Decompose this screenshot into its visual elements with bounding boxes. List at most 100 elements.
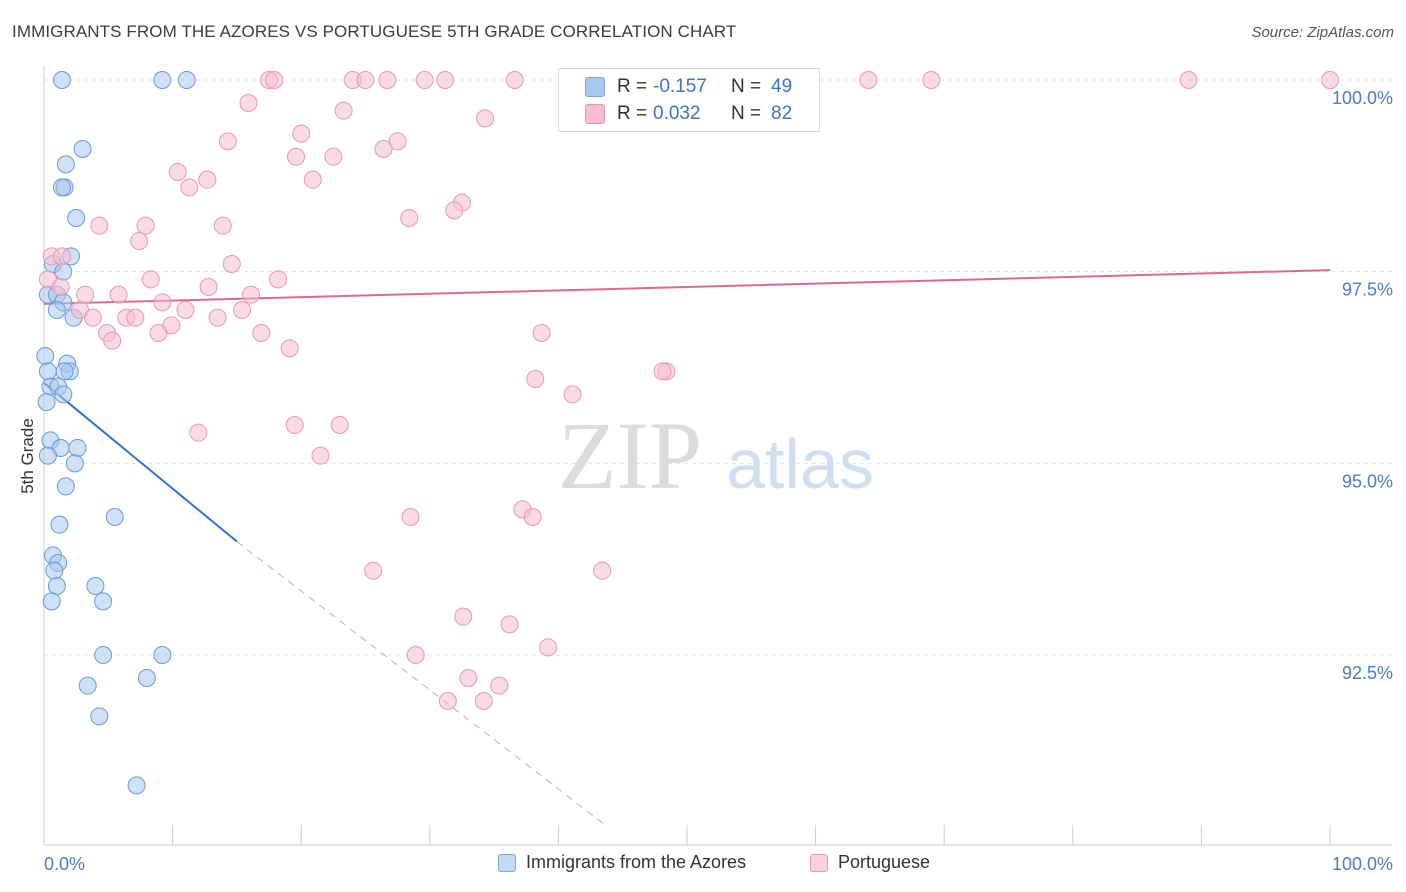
portuguese-point[interactable] bbox=[330, 416, 349, 434]
portuguese-point[interactable] bbox=[490, 676, 509, 695]
portuguese-point[interactable] bbox=[334, 101, 353, 120]
portuguese-point[interactable] bbox=[189, 423, 208, 442]
portuguese-point[interactable] bbox=[311, 446, 330, 465]
series-legend-portuguese[interactable]: Portuguese bbox=[810, 852, 930, 873]
portuguese-point[interactable] bbox=[213, 216, 232, 235]
portuguese-point[interactable] bbox=[218, 132, 237, 151]
azores-point[interactable] bbox=[54, 262, 73, 281]
azores-point[interactable] bbox=[94, 592, 113, 611]
portuguese-point[interactable] bbox=[505, 71, 524, 89]
azores-point[interactable] bbox=[94, 646, 113, 664]
azores-point[interactable] bbox=[65, 454, 84, 473]
portuguese-point[interactable] bbox=[265, 71, 284, 89]
portuguese-point[interactable] bbox=[539, 638, 558, 657]
portuguese-point[interactable] bbox=[1321, 71, 1339, 89]
portuguese-point[interactable] bbox=[198, 170, 217, 189]
azores-point[interactable] bbox=[73, 140, 92, 158]
azores-point[interactable] bbox=[153, 71, 172, 89]
azores-point[interactable] bbox=[105, 508, 124, 526]
azores-point[interactable] bbox=[137, 669, 156, 687]
portuguese-point[interactable] bbox=[287, 147, 306, 166]
portuguese-point[interactable] bbox=[83, 308, 102, 327]
azores-point[interactable] bbox=[37, 393, 56, 411]
portuguese-point[interactable] bbox=[153, 293, 172, 312]
azores-point[interactable] bbox=[55, 362, 74, 381]
portuguese-point[interactable] bbox=[364, 561, 383, 580]
portuguese-point[interactable] bbox=[90, 216, 109, 235]
azores-point[interactable] bbox=[54, 385, 73, 404]
portuguese-point[interactable] bbox=[130, 232, 149, 250]
portuguese-point[interactable] bbox=[438, 692, 457, 710]
portuguese-point[interactable] bbox=[292, 124, 311, 143]
azores-point[interactable] bbox=[45, 561, 64, 580]
azores-point[interactable] bbox=[127, 776, 146, 795]
portuguese-point[interactable] bbox=[454, 607, 473, 626]
portuguese-point[interactable] bbox=[922, 71, 941, 89]
portuguese-point[interactable] bbox=[378, 71, 397, 89]
portuguese-point[interactable] bbox=[239, 94, 258, 112]
portuguese-point[interactable] bbox=[176, 301, 195, 319]
series-legend-azores[interactable]: Immigrants from the Azores bbox=[498, 852, 746, 873]
portuguese-point[interactable] bbox=[474, 692, 493, 710]
portuguese-point[interactable] bbox=[532, 324, 551, 342]
portuguese-point[interactable] bbox=[136, 216, 155, 235]
portuguese-point[interactable] bbox=[1179, 71, 1198, 89]
portuguese-point[interactable] bbox=[280, 339, 299, 358]
azores-point[interactable] bbox=[42, 592, 61, 611]
portuguese-point[interactable] bbox=[109, 285, 128, 304]
portuguese-point[interactable] bbox=[141, 270, 160, 289]
portuguese-point[interactable] bbox=[199, 278, 218, 296]
portuguese-point[interactable] bbox=[401, 508, 420, 526]
azores-point[interactable] bbox=[68, 439, 87, 457]
azores-point[interactable] bbox=[38, 362, 57, 381]
portuguese-point[interactable] bbox=[445, 201, 464, 220]
portuguese-point[interactable] bbox=[252, 324, 271, 342]
azores-point[interactable] bbox=[38, 446, 57, 465]
azores-point[interactable] bbox=[56, 477, 75, 496]
portuguese-point[interactable] bbox=[51, 278, 70, 296]
portuguese-point[interactable] bbox=[285, 416, 304, 434]
portuguese-point[interactable] bbox=[76, 285, 95, 304]
azores-point[interactable] bbox=[67, 209, 86, 227]
portuguese-point[interactable] bbox=[222, 255, 241, 273]
portuguese-point[interactable] bbox=[526, 370, 545, 388]
portuguese-point[interactable] bbox=[269, 270, 288, 289]
portuguese-point[interactable] bbox=[415, 71, 434, 89]
portuguese-point[interactable] bbox=[500, 615, 519, 634]
portuguese-point[interactable] bbox=[406, 646, 425, 664]
azores-point[interactable] bbox=[53, 178, 72, 197]
azores-point[interactable] bbox=[153, 646, 172, 664]
azores-point[interactable] bbox=[36, 347, 55, 365]
portuguese-point[interactable] bbox=[103, 331, 122, 350]
azores-point[interactable] bbox=[78, 676, 97, 695]
portuguese-point[interactable] bbox=[459, 669, 478, 687]
portuguese-point[interactable] bbox=[388, 132, 407, 151]
portuguese-point[interactable] bbox=[324, 147, 343, 166]
portuguese-point[interactable] bbox=[374, 140, 393, 158]
azores-point[interactable] bbox=[90, 707, 109, 726]
azores-point[interactable] bbox=[177, 71, 196, 89]
azores-point[interactable] bbox=[86, 577, 105, 595]
portuguese-point[interactable] bbox=[436, 71, 455, 89]
portuguese-point[interactable] bbox=[859, 71, 878, 89]
portuguese-point[interactable] bbox=[168, 163, 187, 181]
portuguese-point[interactable] bbox=[149, 324, 168, 342]
portuguese-point[interactable] bbox=[53, 247, 72, 266]
azores-point[interactable] bbox=[47, 301, 66, 319]
azores-point[interactable] bbox=[56, 155, 75, 174]
portuguese-point[interactable] bbox=[126, 308, 145, 327]
portuguese-point[interactable] bbox=[563, 385, 582, 404]
azores-point[interactable] bbox=[53, 71, 72, 89]
azores-point[interactable] bbox=[50, 515, 69, 534]
portuguese-point[interactable] bbox=[593, 561, 612, 580]
portuguese-point[interactable] bbox=[653, 362, 672, 381]
portuguese-point[interactable] bbox=[400, 209, 419, 227]
azores-point[interactable] bbox=[47, 577, 66, 595]
portuguese-point[interactable] bbox=[208, 308, 227, 327]
portuguese-point[interactable] bbox=[233, 301, 252, 319]
portuguese-point[interactable] bbox=[303, 170, 322, 189]
portuguese-point[interactable] bbox=[180, 178, 199, 197]
portuguese-point[interactable] bbox=[356, 71, 375, 89]
portuguese-point[interactable] bbox=[476, 109, 495, 128]
portuguese-point[interactable] bbox=[523, 508, 542, 526]
